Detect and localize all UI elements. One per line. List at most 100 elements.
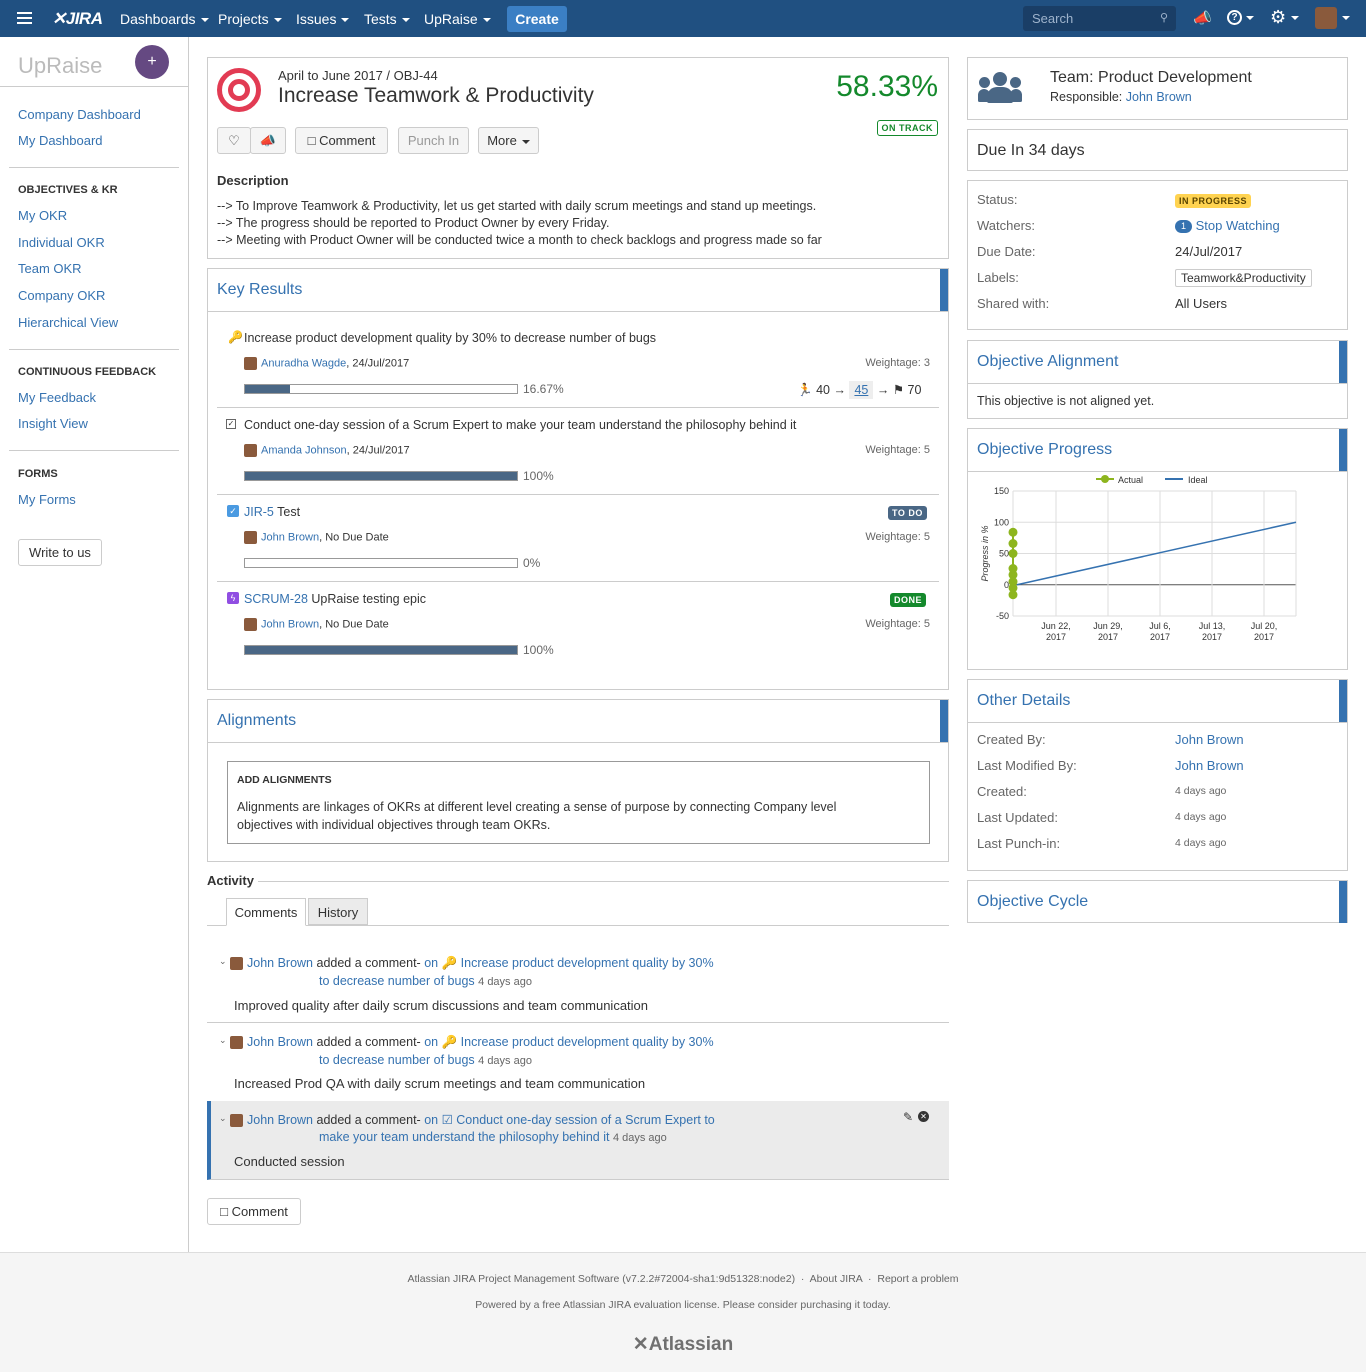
objective-cycle-panel[interactable]: Objective Cycle xyxy=(967,880,1348,923)
comment-kr-link[interactable]: to decrease number of bugs xyxy=(319,1053,475,1067)
divider xyxy=(9,167,179,168)
sidebar-my-feedback[interactable]: My Feedback xyxy=(18,390,97,405)
gear-icon[interactable]: ⚙ xyxy=(1270,7,1287,27)
responsible-link[interactable]: John Brown xyxy=(1125,90,1192,104)
watchers-count: 1 xyxy=(1175,220,1193,234)
sidebar-insight-view[interactable]: Insight View xyxy=(18,416,88,431)
nav-tests[interactable]: Tests xyxy=(364,11,410,27)
write-to-us-button[interactable]: Write to us xyxy=(18,539,102,566)
comment-button[interactable]: □ Comment xyxy=(295,127,388,154)
search-input[interactable]: Search ⚲ xyxy=(1023,6,1176,31)
add-alignments-heading: ADD ALIGNMENTS xyxy=(237,774,332,786)
sidebar-my-okr[interactable]: My OKR xyxy=(18,208,68,223)
arrow-icon: → xyxy=(876,383,890,397)
author-link[interactable]: John Brown xyxy=(247,1035,314,1049)
flag-icon: ⚑ xyxy=(892,383,905,397)
add-comment-button[interactable]: □ Comment xyxy=(207,1198,301,1225)
sidebar-company-okr[interactable]: Company OKR xyxy=(18,288,106,303)
sidebar-hierarchical-view[interactable]: Hierarchical View xyxy=(18,315,119,330)
actual-point xyxy=(1008,539,1018,548)
notifications-icon[interactable]: 📣 xyxy=(1193,10,1212,27)
stop-watching-link[interactable]: Stop Watching xyxy=(1195,218,1280,233)
kr-title[interactable]: SCRUM-28 UpRaise testing epic xyxy=(244,592,427,606)
announce-button[interactable]: 📣 xyxy=(250,127,286,154)
comment-link-cont: to decrease number of bugs 4 days ago xyxy=(319,974,532,988)
kr-current-value[interactable]: 45 xyxy=(849,381,874,399)
jira-logo[interactable]: ✕JIRA xyxy=(52,9,103,28)
atlassian-logo-icon: ✕ xyxy=(632,1334,649,1355)
chevron-down-icon[interactable]: ⌄ xyxy=(219,1035,227,1045)
comment-kr-link[interactable]: to decrease number of bugs xyxy=(319,974,475,988)
kr-title[interactable]: Increase product development quality by … xyxy=(244,331,657,345)
more-button[interactable]: More xyxy=(478,127,539,154)
arrow-icon: → xyxy=(833,383,846,397)
chevron-down-icon[interactable]: ⌄ xyxy=(219,956,227,966)
user-avatar[interactable] xyxy=(1315,7,1337,29)
add-alignments-box[interactable]: ADD ALIGNMENTS Alignments are linkages o… xyxy=(227,761,930,844)
create-button[interactable]: Create xyxy=(507,6,567,32)
owner-link[interactable]: John Brown xyxy=(261,618,320,631)
due-date-value: 24/Jul/2017 xyxy=(1175,244,1243,259)
actual-point xyxy=(1008,590,1018,600)
kr-progress-bar xyxy=(244,645,518,655)
like-button[interactable]: ♡ xyxy=(217,127,251,154)
alignment-text: This objective is not aligned yet. xyxy=(977,394,1155,408)
run-icon: 🏃 xyxy=(797,383,813,397)
owner-link[interactable]: Anuradha Wagde xyxy=(261,357,347,370)
footer-license: Powered by a free Atlassian JIRA evaluat… xyxy=(475,1299,891,1311)
kr-title[interactable]: Conduct one-day session of a Scrum Exper… xyxy=(244,418,797,432)
atlassian-logo[interactable]: ✕Atlassian xyxy=(632,1334,734,1355)
menu-icon[interactable] xyxy=(17,12,32,24)
sidebar-company-dashboard[interactable]: Company Dashboard xyxy=(18,107,141,122)
breadcrumb: April to June 2017 / OBJ-44 xyxy=(278,68,438,83)
tab-history[interactable]: History xyxy=(308,898,368,925)
nav-dashboards[interactable]: Dashboards xyxy=(120,11,209,27)
comment-kr-link[interactable]: Increase product development quality by … xyxy=(460,1035,714,1049)
owner-link[interactable]: Amanda Johnson xyxy=(261,444,347,457)
objective-alignment-title: Objective Alignment xyxy=(977,353,1119,370)
help-icon[interactable]: ? xyxy=(1227,10,1242,25)
sidebar-add-button[interactable]: + xyxy=(135,45,169,79)
report-problem-link[interactable]: Report a problem xyxy=(877,1273,959,1285)
author-link[interactable]: John Brown xyxy=(247,1113,314,1127)
modified-by-link[interactable]: John Brown xyxy=(1175,758,1244,773)
watchers-label: Watchers: xyxy=(977,218,1036,233)
comment-kr-link[interactable]: Increase product development quality by … xyxy=(460,956,714,970)
about-jira-link[interactable]: About JIRA xyxy=(809,1273,863,1285)
sidebar-my-dashboard[interactable]: My Dashboard xyxy=(18,133,103,148)
punch-in-button[interactable]: Punch In xyxy=(398,127,469,154)
issue-key-link[interactable]: JIR-5 xyxy=(244,505,274,519)
created-label: Created: xyxy=(977,784,1027,799)
key-results-title: Key Results xyxy=(217,281,303,298)
legend-actual-marker xyxy=(1101,475,1109,483)
kr-owner: Anuradha Wagde, 24/Jul/2017 xyxy=(244,357,409,370)
issue-key-link[interactable]: SCRUM-28 xyxy=(244,592,308,606)
comment-header: John Brown added a comment- on 🔑 Increas… xyxy=(230,1035,714,1050)
shared-label: Shared with: xyxy=(977,296,1050,311)
label-tag[interactable]: Teamwork&Productivity xyxy=(1175,269,1312,287)
nav-upraise[interactable]: UpRaise xyxy=(424,11,491,27)
modified-by-label: Last Modified By: xyxy=(977,758,1077,773)
updated-value: 4 days ago xyxy=(1175,811,1227,823)
nav-projects[interactable]: Projects xyxy=(218,11,282,27)
created-by-link[interactable]: John Brown xyxy=(1175,732,1244,747)
comment-kr-link[interactable]: make your team understand the philosophy… xyxy=(319,1130,610,1144)
objective-progress-title: Objective Progress xyxy=(977,441,1113,458)
sidebar-individual-okr[interactable]: Individual OKR xyxy=(18,235,105,250)
divider xyxy=(207,925,949,926)
chevron-down-icon[interactable]: ⌄ xyxy=(219,1113,227,1123)
author-link[interactable]: John Brown xyxy=(247,956,314,970)
delete-icon[interactable]: ✕ xyxy=(918,1111,929,1122)
sidebar-team-okr[interactable]: Team OKR xyxy=(18,261,82,276)
alignments-panel: Alignments ADD ALIGNMENTS Alignments are… xyxy=(207,699,949,862)
watchers-value[interactable]: 1 Stop Watching xyxy=(1175,218,1280,234)
nav-issues[interactable]: Issues xyxy=(296,11,350,27)
details-panel xyxy=(967,180,1348,330)
sidebar-my-forms[interactable]: My Forms xyxy=(18,492,76,507)
edit-icon[interactable]: ✎ xyxy=(903,1110,914,1124)
x-tick-label: 2017 xyxy=(1254,632,1274,642)
comment-kr-link[interactable]: Conduct one-day session of a Scrum Exper… xyxy=(456,1113,715,1127)
owner-link[interactable]: John Brown xyxy=(261,531,320,544)
tab-comments[interactable]: Comments xyxy=(226,898,306,926)
kr-title[interactable]: JIR-5 Test xyxy=(244,505,301,519)
